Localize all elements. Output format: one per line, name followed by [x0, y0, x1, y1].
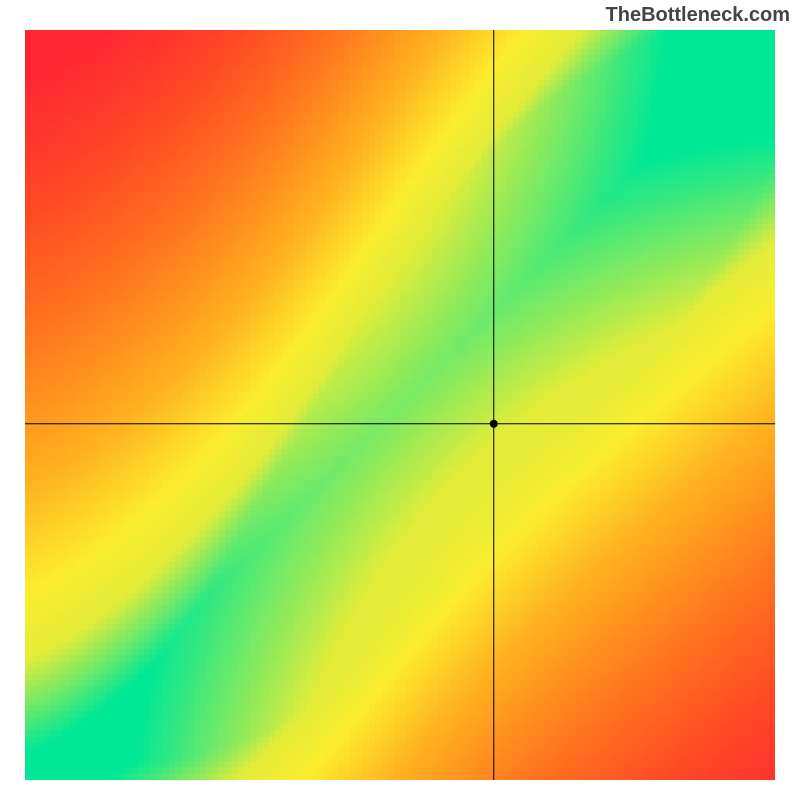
bottleneck-heatmap	[25, 30, 775, 780]
watermark-text: TheBottleneck.com	[606, 4, 790, 27]
